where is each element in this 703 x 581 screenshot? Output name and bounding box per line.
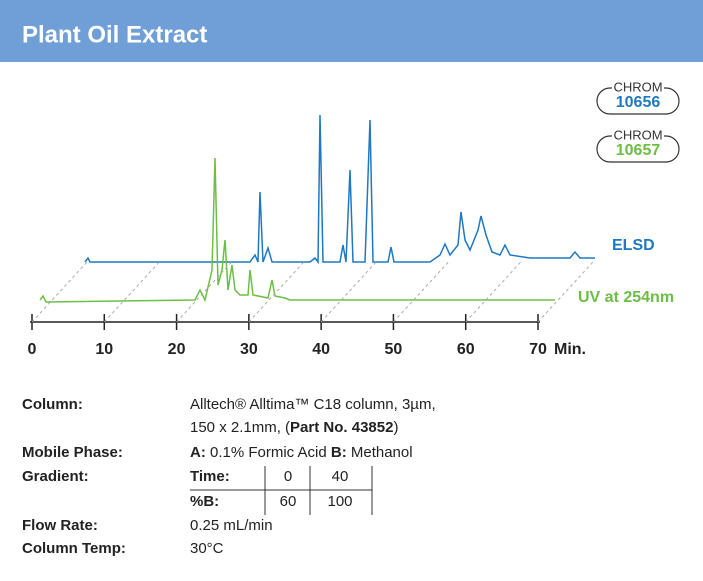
text: )	[393, 419, 398, 436]
x-tick-label: 60	[457, 341, 475, 358]
label: Flow Rate:	[22, 517, 98, 534]
x-tick-label: 50	[385, 341, 403, 358]
table-lines	[190, 466, 373, 515]
badge: CHROM 10656	[596, 79, 680, 115]
badge: CHROM 10657	[596, 127, 680, 163]
cell: 0	[284, 468, 292, 485]
depth-line	[465, 261, 522, 323]
text: Part No. 43852	[290, 419, 393, 436]
label: Column Temp:	[22, 540, 126, 557]
badge-top: CHROM	[613, 127, 662, 142]
elsd-trace	[84, 114, 595, 265]
x-tick-label: 70	[529, 341, 547, 358]
value: 0.25 mL/min	[190, 517, 273, 534]
badge-top: CHROM	[613, 79, 662, 94]
cell: 40	[332, 468, 349, 485]
depth-line	[537, 261, 594, 323]
badge-number: 10657	[616, 142, 661, 159]
label: Column:	[22, 396, 83, 413]
x-tick-label: 40	[312, 341, 330, 358]
badge-gap	[612, 80, 664, 92]
depth-line	[248, 261, 305, 323]
x-tick-label: 0	[28, 341, 37, 358]
depth-line	[103, 261, 160, 323]
text: B:	[331, 444, 347, 461]
depth-line	[393, 261, 449, 323]
badge-number: 10656	[616, 94, 661, 111]
x-tick-label: 20	[168, 341, 186, 358]
x-unit: Min.	[554, 341, 586, 358]
value: 150 x 2.1mm, (Part No. 43852)	[190, 419, 398, 436]
label: Mobile Phase:	[22, 444, 123, 461]
uv-trace	[39, 157, 555, 303]
title: Plant Oil Extract	[22, 21, 207, 48]
value: 30°C	[190, 540, 224, 557]
cell: 100	[327, 493, 352, 510]
cell: %B:	[190, 493, 219, 510]
label: Gradient:	[22, 468, 89, 485]
x-tick-label: 30	[240, 341, 258, 358]
cell: Time:	[190, 468, 230, 485]
value: A: 0.1% Formic Acid B: Methanol	[190, 444, 413, 461]
header-bar	[0, 0, 703, 62]
badge-gap	[612, 128, 664, 140]
text: Methanol	[347, 444, 413, 461]
depth-line	[320, 261, 377, 323]
text: A:	[190, 444, 206, 461]
trace-label: ELSD	[612, 237, 655, 254]
text: 0.1% Formic Acid	[206, 444, 331, 461]
x-tick-label: 10	[95, 341, 113, 358]
value: Alltech® Alltima™ C18 column, 3µm,	[190, 396, 436, 413]
depth-line	[31, 261, 88, 323]
depth-line	[176, 261, 232, 323]
text: 150 x 2.1mm, (	[190, 419, 290, 436]
cell: 60	[280, 493, 297, 510]
trace-label: UV at 254nm	[578, 289, 674, 306]
